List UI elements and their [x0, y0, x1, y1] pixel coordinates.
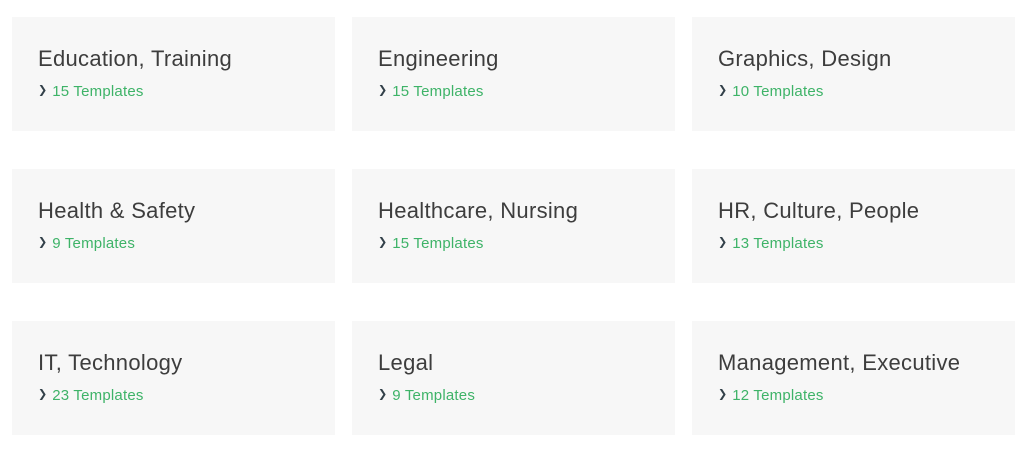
category-card-it-technology[interactable]: IT, Technology ❯ 23 Templates	[12, 321, 335, 435]
category-title: Management, Executive	[718, 350, 961, 375]
category-title: Legal	[378, 350, 434, 375]
chevron-right-icon: ❯	[38, 236, 48, 249]
category-card-health-safety[interactable]: Health & Safety ❯ 9 Templates	[12, 169, 335, 283]
chevron-right-icon: ❯	[718, 388, 728, 401]
templates-link[interactable]: ❯ 9 Templates	[378, 385, 475, 406]
category-title: Education, Training	[38, 46, 233, 71]
category-title: IT, Technology	[38, 350, 183, 375]
category-title: Engineering	[378, 46, 499, 71]
templates-link[interactable]: ❯ 10 Templates	[718, 81, 824, 102]
templates-count-label: 15 Templates	[392, 83, 484, 100]
category-grid: Education, Training ❯ 15 Templates Engin…	[12, 17, 1015, 435]
templates-link[interactable]: ❯ 13 Templates	[718, 233, 824, 254]
templates-count-label: 10 Templates	[732, 83, 824, 100]
templates-count-label: 13 Templates	[732, 235, 824, 252]
category-card-education-training[interactable]: Education, Training ❯ 15 Templates	[12, 17, 335, 131]
category-title: Health & Safety	[38, 198, 196, 223]
templates-link[interactable]: ❯ 15 Templates	[378, 81, 484, 102]
templates-link[interactable]: ❯ 23 Templates	[38, 385, 144, 406]
templates-link[interactable]: ❯ 15 Templates	[378, 233, 484, 254]
templates-link[interactable]: ❯ 12 Templates	[718, 385, 824, 406]
category-card-healthcare-nursing[interactable]: Healthcare, Nursing ❯ 15 Templates	[352, 169, 675, 283]
category-card-legal[interactable]: Legal ❯ 9 Templates	[352, 321, 675, 435]
category-title: HR, Culture, People	[718, 198, 920, 223]
chevron-right-icon: ❯	[38, 84, 48, 97]
templates-count-label: 9 Templates	[392, 387, 476, 404]
templates-count-label: 12 Templates	[732, 387, 824, 404]
category-card-graphics-design[interactable]: Graphics, Design ❯ 10 Templates	[692, 17, 1015, 131]
category-title: Healthcare, Nursing	[378, 198, 579, 223]
templates-link[interactable]: ❯ 15 Templates	[38, 81, 144, 102]
templates-count-label: 9 Templates	[52, 235, 136, 252]
category-card-hr-culture-people[interactable]: HR, Culture, People ❯ 13 Templates	[692, 169, 1015, 283]
templates-count-label: 15 Templates	[52, 83, 144, 100]
category-title: Graphics, Design	[718, 46, 892, 71]
templates-count-label: 23 Templates	[52, 387, 144, 404]
chevron-right-icon: ❯	[718, 236, 728, 249]
chevron-right-icon: ❯	[378, 84, 388, 97]
category-card-engineering[interactable]: Engineering ❯ 15 Templates	[352, 17, 675, 131]
chevron-right-icon: ❯	[378, 388, 388, 401]
chevron-right-icon: ❯	[38, 388, 48, 401]
chevron-right-icon: ❯	[378, 236, 388, 249]
templates-count-label: 15 Templates	[392, 235, 484, 252]
category-card-management-executive[interactable]: Management, Executive ❯ 12 Templates	[692, 321, 1015, 435]
chevron-right-icon: ❯	[718, 84, 728, 97]
templates-link[interactable]: ❯ 9 Templates	[38, 233, 135, 254]
